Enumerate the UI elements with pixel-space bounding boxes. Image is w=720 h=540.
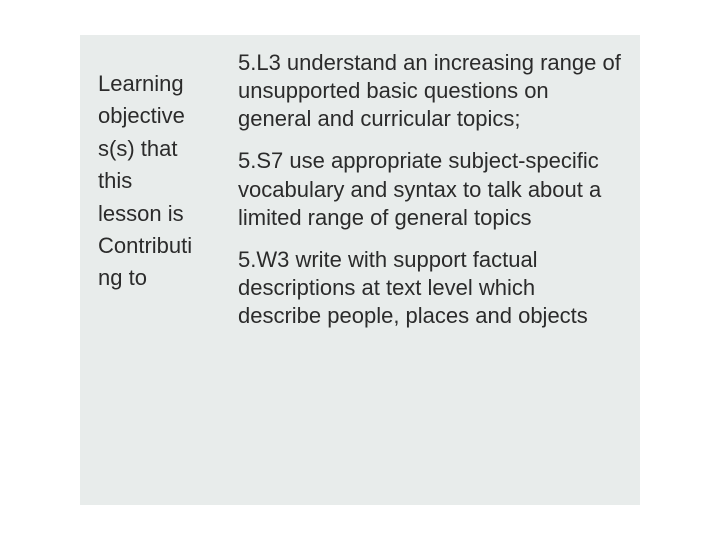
objectives-table: Learning objective s(s) that this lesson…: [80, 35, 640, 505]
table-left-column: Learning objective s(s) that this lesson…: [98, 49, 228, 491]
objective-item: 5.L3 understand an increasing range of u…: [238, 49, 622, 133]
left-label-line: this: [98, 168, 228, 194]
objective-item: 5.S7 use appropriate subject-specific vo…: [238, 147, 622, 231]
left-label-line: Learning: [98, 71, 228, 97]
objective-item: 5.W3 write with support factual descript…: [238, 246, 622, 330]
left-label-line: s(s) that: [98, 136, 228, 162]
left-label-line: Contributi: [98, 233, 228, 259]
left-label-line: ng to: [98, 265, 228, 291]
left-label-line: lesson is: [98, 201, 228, 227]
table-right-column: 5.L3 understand an increasing range of u…: [238, 49, 622, 491]
left-label-line: objective: [98, 103, 228, 129]
